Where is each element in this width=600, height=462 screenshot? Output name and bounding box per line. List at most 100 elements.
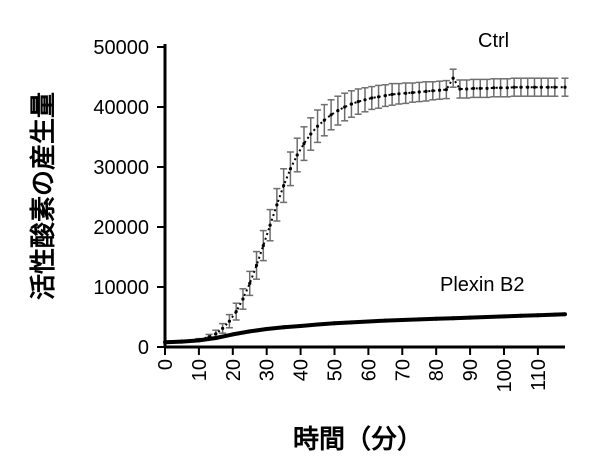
ctrl-data-point xyxy=(498,86,503,90)
ctrl-data-point xyxy=(505,86,509,90)
y-tick-label: 40000 xyxy=(93,97,149,119)
ctrl-data-point xyxy=(282,184,286,188)
ctrl-data-point xyxy=(417,90,421,94)
x-tick-label: 30 xyxy=(257,359,279,381)
ctrl-data-point xyxy=(471,86,476,90)
plexin-b2-data-point xyxy=(417,317,422,322)
x-tick-label: 90 xyxy=(460,359,482,381)
ctrl-data-point xyxy=(424,89,428,93)
y-tick-label: 20000 xyxy=(93,217,149,239)
ctrl-data-point xyxy=(370,96,374,100)
ctrl-data-point xyxy=(336,109,340,113)
plexin-b2-data-point xyxy=(451,316,456,321)
ctrl-data-point xyxy=(410,91,415,95)
plexin-b2-data-point xyxy=(349,320,354,325)
ctrl-data-point xyxy=(295,153,299,157)
y-ticks-group: 0 10000 20000 30000 40000 50000 xyxy=(93,37,165,359)
ctrl-data-point xyxy=(221,326,225,330)
ctrl-data-point xyxy=(478,86,482,90)
plexin-b2-data-point xyxy=(213,336,218,340)
plexin-b2-data-point xyxy=(518,313,523,318)
plexin-b2-data-point xyxy=(298,324,303,328)
ctrl-data-point xyxy=(404,91,408,95)
labels-group: Ctrl Plexin B2 時間（分） 活性酸素の産生量 xyxy=(28,30,525,455)
ctrl-data-point xyxy=(214,332,218,336)
ctrl-data-point xyxy=(539,85,543,89)
x-tick-label: 50 xyxy=(324,359,346,381)
ctrl-data-point xyxy=(322,118,326,122)
axes-group xyxy=(163,44,565,349)
y-tick-label: 30000 xyxy=(93,157,149,179)
ctrl-data-point xyxy=(234,310,238,314)
x-tick-label: 10 xyxy=(189,359,211,381)
ctrl-data-point xyxy=(397,92,401,96)
plexin-b2-data-point xyxy=(400,318,405,322)
y-tick-label: 10000 xyxy=(93,277,149,299)
plexin-b2-series-line xyxy=(164,312,566,345)
ctrl-data-point xyxy=(363,98,367,102)
plexin-b2-data-point xyxy=(332,321,337,326)
plexin-b2-data-point xyxy=(315,322,320,327)
ctrl-data-point xyxy=(437,88,442,92)
ctrl-data-point xyxy=(546,85,550,89)
ctrl-data-point xyxy=(465,87,469,91)
ctrl-data-point xyxy=(329,113,333,117)
x-tick-label: 110 xyxy=(528,359,550,391)
ctrl-data-point xyxy=(431,89,435,93)
ctrl-data-point xyxy=(302,142,306,146)
ctrl-data-point xyxy=(288,167,293,171)
plexin-b2-data-point xyxy=(179,339,184,344)
plexin-b2-data-point xyxy=(434,316,439,321)
ctrl-data-point xyxy=(309,132,313,136)
ctrl-data-point xyxy=(458,87,462,91)
ctrl-data-point xyxy=(254,263,259,267)
plexin-b2-data-point xyxy=(163,340,167,345)
x-tick-label: 80 xyxy=(426,359,448,381)
ctrl-data-point xyxy=(261,244,265,248)
plexin-b2-data-point xyxy=(468,315,473,320)
ctrl-data-point xyxy=(227,319,232,323)
plot-area xyxy=(163,68,569,345)
ctrl-data-point xyxy=(356,100,360,104)
ctrl-data-point xyxy=(519,85,523,89)
plexin-b2-data-point xyxy=(501,314,506,319)
x-tick-label: 60 xyxy=(358,359,380,381)
ctrl-data-point xyxy=(444,88,448,92)
plexin-b2-data-point xyxy=(366,319,371,324)
ctrl-data-point xyxy=(451,76,455,80)
series-label-plexin-b2: Plexin B2 xyxy=(440,274,525,296)
ctrl-data-point xyxy=(268,223,272,227)
plexin-b2-data-point xyxy=(230,332,235,337)
ctrl-data-point xyxy=(248,281,252,285)
y-tick-label: 0 xyxy=(138,337,149,359)
ctrl-data-point xyxy=(485,86,489,90)
plexin-b2-data-point xyxy=(552,312,557,317)
x-tick-label: 100 xyxy=(494,359,516,392)
ctrl-data-point xyxy=(343,105,347,109)
ctrl-data-point xyxy=(275,203,279,207)
x-tick-label: 70 xyxy=(392,359,414,381)
plexin-b2-data-point xyxy=(196,338,201,343)
ctrl-series-line xyxy=(164,76,565,344)
ctrl-data-point xyxy=(492,86,496,90)
x-tick-label: 20 xyxy=(223,359,245,381)
plexin-b2-data-point xyxy=(247,329,252,334)
plexin-b2-data-point xyxy=(281,325,286,330)
x-axis-title: 時間（分） xyxy=(293,425,423,455)
ctrl-data-point xyxy=(526,85,530,89)
ctrl-data-point xyxy=(563,85,567,89)
ctrl-data-point xyxy=(532,85,537,89)
ctrl-data-point xyxy=(241,297,245,301)
plexin-b2-data-point xyxy=(535,313,540,318)
plexin-b2-data-point xyxy=(485,315,490,319)
ctrl-data-point xyxy=(315,124,320,128)
ctrl-data-point xyxy=(349,102,354,106)
ctrl-data-point xyxy=(553,85,557,89)
ctrl-data-point xyxy=(390,92,394,96)
series-label-ctrl: Ctrl xyxy=(478,30,509,52)
x-tick-label: 40 xyxy=(291,359,313,381)
plexin-b2-data-point xyxy=(264,327,269,331)
ctrl-data-point xyxy=(376,95,381,99)
ctrl-data-point xyxy=(512,85,516,89)
